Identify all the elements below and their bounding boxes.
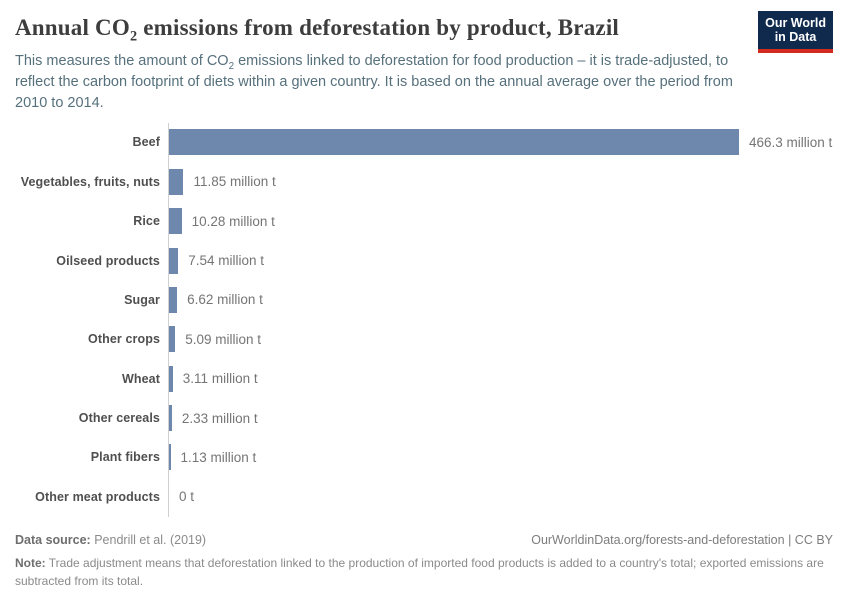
y-axis-line <box>168 122 169 517</box>
category-label: Plant fibers <box>90 450 160 465</box>
value-label: 3.11 million t <box>182 371 258 387</box>
bar-area: 11.85 million t <box>169 168 850 195</box>
value-label: 11.85 million t <box>193 174 276 190</box>
bar[interactable] <box>169 365 173 392</box>
category-label: Other crops <box>88 332 160 347</box>
category-label: Rice <box>133 214 160 229</box>
bar-row: Oilseed products 7.54 million t <box>0 241 850 280</box>
bar-area: 3.11 million t <box>169 365 850 392</box>
value-label: 2.33 million t <box>181 410 258 426</box>
value-label: 0 t <box>179 489 195 505</box>
value-label: 6.62 million t <box>187 292 263 308</box>
footer-url[interactable]: OurWorldinData.org/forests-and-deforesta… <box>531 532 785 547</box>
value-label: 5.09 million t <box>185 331 262 347</box>
owid-logo-line2: in Data <box>774 30 817 45</box>
note-label: Note: <box>15 555 46 570</box>
subtitle-text: This measures the amount of CO <box>15 52 229 69</box>
bar-area: 5.09 million t <box>169 326 850 353</box>
value-label: 466.3 million t <box>749 134 833 150</box>
bar-area: 6.62 million t <box>169 286 850 313</box>
chart-title: Annual CO2 emissions from deforestation … <box>15 14 835 45</box>
bar-area: 2.33 million t <box>169 405 850 432</box>
value-label: 1.13 million t <box>180 449 257 465</box>
bar-area: 10.28 million t <box>169 208 850 235</box>
category-label: Wheat <box>122 371 160 386</box>
category-label: Vegetables, fruits, nuts <box>20 174 160 189</box>
subtitle-text-rest: emissions linked to deforestation for fo… <box>15 52 733 111</box>
category-label: Beef <box>132 135 160 150</box>
bar-chart: Beef 466.3 million t Vegetables, fruits,… <box>0 122 850 517</box>
bar-row: Other meat products 0 t <box>0 477 850 516</box>
bar[interactable] <box>169 129 739 156</box>
subtitle-subscript: 2 <box>228 60 235 72</box>
footer-row: Data source: Pendrill et al. (2019) OurW… <box>15 533 833 547</box>
bar-row: Other crops 5.09 million t <box>0 320 850 359</box>
data-source: Data source: Pendrill et al. (2019) <box>15 533 206 547</box>
chart-footer: Data source: Pendrill et al. (2019) OurW… <box>0 517 850 590</box>
data-source-label: Data source: <box>15 532 91 547</box>
value-label: 7.54 million t <box>188 253 264 268</box>
owid-logo-line1: Our World <box>765 16 826 30</box>
bar[interactable] <box>169 444 171 471</box>
title-text: Annual CO <box>15 15 130 40</box>
bar-area: 7.54 million t <box>169 247 850 274</box>
bar-rows: Beef 466.3 million t Vegetables, fruits,… <box>0 123 850 517</box>
owid-logo[interactable]: Our World in Data <box>758 11 833 53</box>
bar-area: 466.3 million t <box>169 129 850 156</box>
bar-row: Wheat 3.11 million t <box>0 359 850 398</box>
bar-area: 1.13 million t <box>169 444 850 471</box>
bar-area: 0 t <box>169 484 850 510</box>
footer-note: Note: Trade adjustment means that defore… <box>15 554 827 590</box>
category-label: Other cereals <box>78 411 160 426</box>
category-label: Other meat products <box>35 489 160 504</box>
bar[interactable] <box>169 208 182 235</box>
note-text: Trade adjustment means that deforestatio… <box>15 555 824 588</box>
bar-row: Vegetables, fruits, nuts 11.85 million t <box>0 162 850 201</box>
chart-header: Annual CO2 emissions from deforestation … <box>0 0 850 114</box>
bar-row: Beef 466.3 million t <box>0 123 850 162</box>
license-separator: | <box>784 532 795 547</box>
bar[interactable] <box>169 247 179 274</box>
bar-row: Sugar 6.62 million t <box>0 280 850 319</box>
license-label: CC BY <box>794 532 833 547</box>
bar-row: Other cereals 2.33 million t <box>0 398 850 437</box>
bar[interactable] <box>169 168 184 195</box>
bar[interactable] <box>169 405 172 432</box>
bar[interactable] <box>169 326 176 353</box>
bar-row: Plant fibers 1.13 million t <box>0 438 850 477</box>
chart-subtitle: This measures the amount of CO2 emission… <box>15 51 765 114</box>
data-source-value: Pendrill et al. (2019) <box>94 532 207 547</box>
title-text-rest: emissions from deforestation by product,… <box>137 15 619 40</box>
title-subscript: 2 <box>129 28 138 45</box>
category-label: Oilseed products <box>56 253 160 268</box>
footer-link[interactable]: OurWorldinData.org/forests-and-deforesta… <box>531 533 833 547</box>
bar[interactable] <box>169 286 178 313</box>
category-label: Sugar <box>124 292 160 307</box>
bar-row: Rice 10.28 million t <box>0 201 850 240</box>
value-label: 10.28 million t <box>191 213 275 229</box>
